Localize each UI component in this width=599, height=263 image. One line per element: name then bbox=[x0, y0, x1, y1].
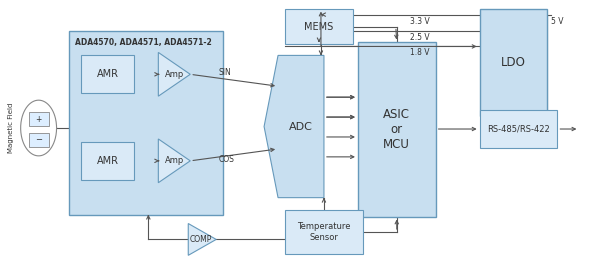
FancyBboxPatch shape bbox=[80, 142, 134, 180]
Text: AMR: AMR bbox=[96, 69, 119, 79]
FancyBboxPatch shape bbox=[29, 112, 49, 126]
Text: RS-485/RS-422: RS-485/RS-422 bbox=[487, 124, 550, 134]
Text: SIN: SIN bbox=[218, 68, 231, 77]
Text: MEMS: MEMS bbox=[304, 22, 334, 32]
Text: Temperature
Sensor: Temperature Sensor bbox=[297, 222, 350, 242]
FancyBboxPatch shape bbox=[80, 55, 134, 93]
Text: COS: COS bbox=[218, 155, 234, 164]
Text: Magnetic Field: Magnetic Field bbox=[8, 103, 14, 153]
Polygon shape bbox=[158, 139, 190, 183]
Text: ASIC
or
MCU: ASIC or MCU bbox=[383, 108, 410, 151]
Text: AMR: AMR bbox=[96, 156, 119, 166]
Polygon shape bbox=[188, 224, 216, 255]
Text: +: + bbox=[35, 115, 42, 124]
Text: Amp: Amp bbox=[165, 156, 184, 165]
FancyBboxPatch shape bbox=[285, 210, 363, 254]
Text: 2.5 V: 2.5 V bbox=[410, 33, 429, 42]
Text: 5 V: 5 V bbox=[552, 17, 564, 26]
Polygon shape bbox=[158, 52, 190, 96]
Text: 3.3 V: 3.3 V bbox=[410, 17, 429, 26]
Text: 1.8 V: 1.8 V bbox=[410, 48, 429, 57]
FancyBboxPatch shape bbox=[29, 133, 49, 147]
Text: ADA4570, ADA4571, ADA4571-2: ADA4570, ADA4571, ADA4571-2 bbox=[74, 38, 211, 47]
FancyBboxPatch shape bbox=[358, 42, 435, 216]
Text: LDO: LDO bbox=[501, 56, 526, 69]
Text: −: − bbox=[35, 135, 42, 144]
Text: Amp: Amp bbox=[165, 70, 184, 79]
FancyBboxPatch shape bbox=[480, 9, 547, 116]
FancyBboxPatch shape bbox=[68, 31, 223, 215]
Text: COMP: COMP bbox=[190, 235, 212, 244]
FancyBboxPatch shape bbox=[480, 110, 558, 148]
Polygon shape bbox=[264, 55, 324, 198]
Text: ADC: ADC bbox=[289, 122, 313, 132]
FancyBboxPatch shape bbox=[285, 9, 353, 44]
